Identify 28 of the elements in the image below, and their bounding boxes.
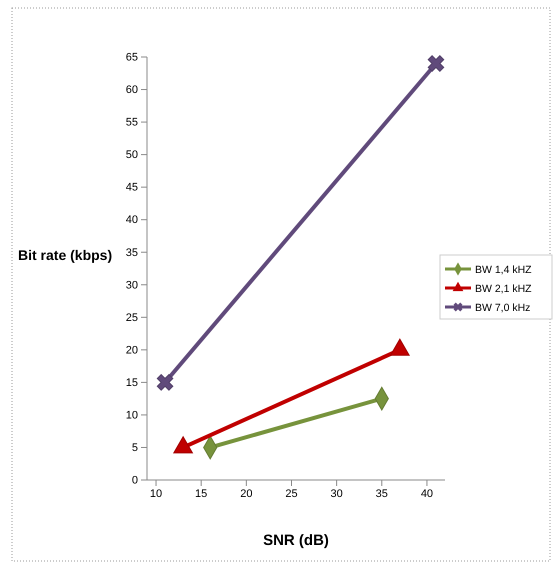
y-tick-label: 55 xyxy=(126,116,138,129)
x-tick-label: 30 xyxy=(330,488,343,500)
y-axis-title: Bit rate (kbps) xyxy=(18,247,112,263)
y-tick-label: 30 xyxy=(126,279,138,292)
x-tick-label: 25 xyxy=(285,488,298,500)
y-tick-label: 65 xyxy=(126,52,138,64)
legend-label: BW 2,1 kHZ xyxy=(475,283,532,295)
y-tick-label: 0 xyxy=(132,474,138,487)
x-tick-label: 40 xyxy=(420,488,434,500)
y-tick-label: 50 xyxy=(126,149,138,162)
y-tick-label: 25 xyxy=(126,312,138,324)
legend-label: BW 1,4 kHZ xyxy=(475,264,532,276)
point xyxy=(156,374,174,391)
y-tick-label: 35 xyxy=(126,246,138,259)
y-tick-label: 15 xyxy=(126,376,138,389)
x-tick-label: 10 xyxy=(150,488,162,500)
y-tick-label: 45 xyxy=(126,182,138,194)
y-tick-label: 20 xyxy=(126,344,138,356)
y-tick-label: 5 xyxy=(132,442,138,454)
y-tick-label: 40 xyxy=(126,214,138,226)
point xyxy=(428,55,444,72)
legend-label: BW 7,0 kHz xyxy=(475,302,530,314)
x-tick-label: 20 xyxy=(240,488,252,500)
y-tick-label: 10 xyxy=(126,409,138,422)
x-tick-label: 35 xyxy=(376,488,388,500)
x-tick-label: 15 xyxy=(195,488,208,500)
x-axis-title: SNR (dB) xyxy=(263,532,329,549)
y-tick-label: 60 xyxy=(126,84,138,96)
